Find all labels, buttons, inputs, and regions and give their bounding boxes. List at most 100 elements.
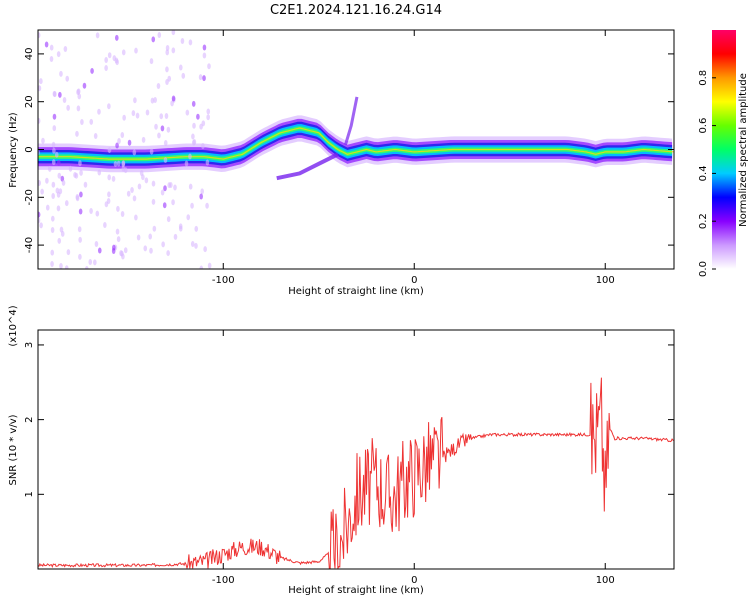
spectrogram-speckle [171,199,175,206]
snr-ytick-label: 3 [24,342,35,348]
spectrogram-speckle [180,38,185,45]
spectrogram-speckle [149,58,154,65]
spectrogram-speckle [56,191,61,198]
spectrogram-speckle [38,211,41,218]
spectrogram-xtick-label: -100 [212,275,235,286]
spectrogram-speckle [165,49,170,56]
colorbar-gradient [712,30,736,269]
spectrogram-speckle [178,223,183,230]
spectrogram-speckle [166,126,171,133]
spectrogram-speckle [164,112,169,119]
spectrogram-speckle [207,262,212,269]
spectrogram-speckle [150,97,155,104]
spectrogram-speckle [149,148,154,155]
spectrogram-speckle [178,64,183,71]
snr-xtick-label: 100 [596,575,615,586]
snr-axes: -100 0 100 1 2 3 [24,330,674,586]
spectrogram-speckle [44,41,49,48]
spectrogram-speckle [157,132,161,139]
spectrogram-speckle [141,174,145,181]
spectrogram-speckle [104,201,109,208]
spectrogram-ytick-label: -40 [24,237,35,253]
spectrogram-speckle [190,202,194,209]
spectrogram-speckle [45,177,49,184]
spectrogram-speckle [51,193,55,200]
spectrogram-speckle [97,169,102,176]
spectrogram-speckle [56,51,61,58]
spectrogram-speckle [107,52,112,59]
spectrogram-speckle [192,139,197,146]
spectrogram-speckle [104,57,108,64]
spectrogram-speckle [123,247,128,254]
colorbar-tick-label: 0.6 [698,118,709,134]
spectrogram-speckle [51,181,56,188]
spectrogram-speckle [41,137,45,144]
spectrogram-speckle [57,172,62,179]
spectrogram-speckle [40,188,44,195]
spectrogram-speckle [188,183,193,190]
spectrogram-speckle [66,249,71,256]
spectrogram-speckle [201,143,205,150]
spectrogram-speckle [107,103,111,110]
spectrogram-xtick-label: 100 [596,275,615,286]
spectrogram-speckle [165,45,170,52]
spectrogram-speckle [200,188,204,195]
spectrogram-speckle [103,222,107,229]
spectrogram-speckle [107,174,111,181]
spectrogram-speckle [76,105,81,112]
spectrogram-speckle [202,75,206,82]
spectrogram-speckle [134,47,138,54]
spectrogram-speckle [111,247,116,254]
spectrogram-speckle [145,109,150,116]
spectrogram-speckle [116,160,121,167]
snr-xlabel: Height of straight line (km) [288,585,424,596]
spectrogram-speckle [53,91,57,98]
spectrogram-speckle [78,253,82,260]
spectrogram-speckle [38,117,41,124]
spectrogram-speckle [97,247,102,254]
spectrogram-speckle [185,109,190,116]
spectrogram-speckle [113,161,118,168]
spectrogram-speckle [94,240,99,247]
spectrogram-speckle [122,114,126,121]
spectrogram-speckle [117,137,121,144]
spectrogram-speckle [134,214,138,221]
spectrogram-speckle [130,187,134,194]
spectrogram-speckle [156,82,161,89]
spectrogram-speckle [63,46,68,53]
spectrogram-speckle [163,139,168,146]
spectrogram-band-3 [38,124,673,164]
spectrogram-speckle [54,151,59,158]
spectrogram-speckle [97,108,101,115]
spectrogram-speckle [120,211,125,218]
spectrogram-speckle [60,230,65,237]
spectrogram-spike [344,96,359,146]
spectrogram-speckle [88,258,93,265]
spectrogram-speckle [192,122,196,129]
spectrogram-speckle [66,104,70,111]
spectrogram-speckle [190,240,195,247]
spectrogram-speckle [171,30,176,36]
spectrogram-speckle [167,75,172,82]
snr-ylabel: SNR (10 * v/v) [8,414,19,485]
spectrogram-speckle [161,241,165,248]
spectrogram-speckle [194,242,198,249]
spectrogram-speckle [199,123,203,130]
spectrogram-speckle [160,125,165,132]
spectrogram-speckle [95,32,100,39]
spectrogram-xtick-label: 0 [411,275,417,286]
spectrogram-speckle [171,95,176,102]
spectrogram-speckle [133,97,137,104]
spectrogram-speckle [165,66,169,73]
spectrogram-speckle [38,217,41,224]
snr-ytick-label: 1 [24,491,35,497]
spectrogram-speckle [198,74,203,81]
spectrogram-speckle [64,265,69,269]
colorbar-label: Normalized spectral amplitude [738,73,749,227]
spectrogram-speckle [131,110,136,117]
spectrogram-speckle [93,133,98,140]
spectrogram-speckle [163,185,167,192]
spectrogram-speckle [51,215,55,222]
spectrogram-speckle [56,205,61,212]
colorbar-tick-label: 0.8 [698,70,709,86]
